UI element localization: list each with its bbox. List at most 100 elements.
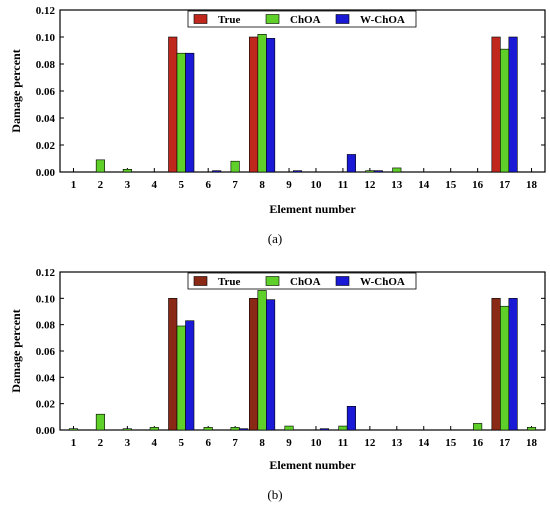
x-tick-label: 6 xyxy=(205,437,211,449)
legend-label: True xyxy=(218,276,241,288)
x-tick-label: 8 xyxy=(259,179,265,191)
bar-choa xyxy=(95,159,105,173)
legend-swatch xyxy=(193,276,208,286)
x-tick-label: 12 xyxy=(364,437,376,449)
x-tick-label: 9 xyxy=(286,437,292,449)
x-tick-label: 16 xyxy=(472,437,484,449)
y-tick-label: 0.12 xyxy=(36,267,56,279)
x-tick-label: 4 xyxy=(152,179,158,191)
x-tick-label: 11 xyxy=(338,437,348,449)
x-tick-label: 18 xyxy=(526,437,538,449)
x-tick-label: 18 xyxy=(526,179,538,191)
x-tick-label: 7 xyxy=(232,437,238,449)
bar-w-choa xyxy=(346,154,356,173)
bar-w-choa xyxy=(185,52,195,173)
x-tick-label: 2 xyxy=(98,437,104,449)
bar-choa xyxy=(257,290,267,431)
legend xyxy=(187,10,417,28)
legend-swatch xyxy=(265,276,280,286)
x-tick-label: 9 xyxy=(286,179,292,191)
bar-w-choa xyxy=(508,36,518,173)
bar-w-choa xyxy=(292,170,303,173)
bar-choa xyxy=(149,427,159,431)
x-tick-label: 1 xyxy=(71,437,77,449)
bar-w-choa xyxy=(508,298,518,431)
y-tick-label: 0.10 xyxy=(36,32,56,44)
x-tick-label: 11 xyxy=(338,179,348,191)
x-tick-label: 3 xyxy=(125,437,131,449)
y-tick-label: 0.08 xyxy=(36,320,56,332)
x-tick-label: 5 xyxy=(179,437,185,449)
panel-label: (b) xyxy=(267,487,282,502)
x-tick-label: 1 xyxy=(71,179,77,191)
legend-swatch xyxy=(193,14,208,24)
panel-label: (a) xyxy=(268,231,282,246)
x-tick-label: 7 xyxy=(232,179,238,191)
y-axis-title: Damage percent xyxy=(9,309,23,392)
bar-w-choa xyxy=(266,38,276,173)
x-tick-label: 10 xyxy=(310,437,322,449)
legend-label: W-ChOA xyxy=(360,276,405,288)
bar-w-choa xyxy=(239,428,249,431)
x-tick-label: 8 xyxy=(259,437,265,449)
bar-w-choa xyxy=(212,170,222,173)
x-tick-label: 14 xyxy=(418,437,430,449)
legend-swatch xyxy=(335,276,350,286)
y-tick-label: 0.04 xyxy=(36,113,56,125)
bar-choa xyxy=(500,305,510,431)
legend-label: ChOA xyxy=(290,276,321,288)
bar-choa xyxy=(473,423,483,431)
bar-true xyxy=(491,298,501,431)
y-tick-label: 0.00 xyxy=(36,425,56,437)
x-tick-label: 6 xyxy=(205,179,211,191)
legend-swatch xyxy=(335,14,350,24)
x-tick-label: 17 xyxy=(499,437,511,449)
y-tick-label: 0.06 xyxy=(36,86,56,98)
x-tick-label: 4 xyxy=(152,437,158,449)
legend xyxy=(187,272,417,290)
x-axis-title: Element number xyxy=(269,458,356,472)
bar-choa xyxy=(392,167,402,173)
bar-choa xyxy=(95,413,105,431)
x-tick-label: 13 xyxy=(391,179,403,191)
bar-true xyxy=(168,36,178,173)
y-tick-label: 0.02 xyxy=(36,399,56,411)
bar-choa xyxy=(176,325,186,431)
x-tick-label: 15 xyxy=(445,437,457,449)
bar-choa xyxy=(176,52,186,173)
x-tick-label: 5 xyxy=(179,179,185,191)
bar-w-choa xyxy=(266,299,276,431)
y-tick-label: 0.10 xyxy=(36,293,56,305)
y-tick-label: 0.12 xyxy=(36,5,56,17)
x-tick-label: 15 xyxy=(445,179,457,191)
x-tick-label: 13 xyxy=(391,437,403,449)
bar-choa xyxy=(257,33,267,173)
y-tick-label: 0.06 xyxy=(36,346,56,358)
bar-choa xyxy=(230,427,240,431)
bar-true xyxy=(491,36,501,173)
bar-choa xyxy=(500,48,510,173)
bar-true xyxy=(249,298,259,431)
legend-label: True xyxy=(218,14,241,26)
x-tick-label: 2 xyxy=(98,179,104,191)
bar-choa xyxy=(68,428,79,431)
x-axis-title: Element number xyxy=(269,202,356,216)
bar-w-choa xyxy=(346,405,356,431)
bar-true xyxy=(249,36,259,173)
bar-choa xyxy=(338,425,348,431)
bar-choa xyxy=(526,427,537,431)
chart-panel-a: 0.000.020.040.060.080.100.121 2 3 4 5 6 7 8 9 10 1… xyxy=(9,5,546,246)
x-tick-label: 12 xyxy=(364,179,376,191)
y-tick-label: 0.00 xyxy=(36,167,56,179)
bar-choa xyxy=(122,428,132,431)
y-tick-label: 0.08 xyxy=(36,59,56,71)
plot-area-frame xyxy=(59,271,546,431)
y-axis-title: Damage percent xyxy=(9,49,23,132)
x-tick-label: 10 xyxy=(310,179,322,191)
plot-area-frame xyxy=(59,9,546,173)
legend-label: ChOA xyxy=(290,14,321,26)
chart-panel-b: 0.000.020.040.060.080.100.121 2 3 4 5 6 7 8 9 10 1… xyxy=(9,267,546,502)
bar-choa xyxy=(230,160,240,173)
y-tick-label: 0.04 xyxy=(36,372,56,384)
